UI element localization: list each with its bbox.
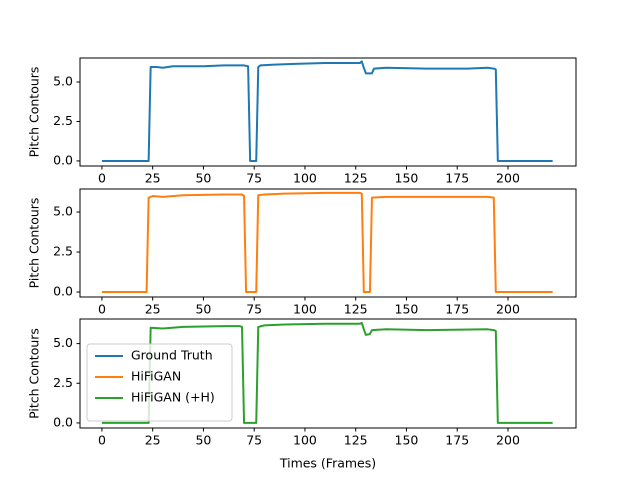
x-tick-label: 200 — [496, 433, 520, 448]
y-tick-label: 2.5 — [53, 113, 73, 128]
axes-frame — [79, 318, 577, 429]
axes-frame — [79, 57, 577, 167]
x-tick-label: 100 — [293, 302, 317, 317]
x-tick-label: 0 — [98, 433, 106, 448]
x-tick-label: 200 — [496, 302, 520, 317]
y-axis-label: Pitch Contours — [27, 198, 42, 289]
x-tick-label: 150 — [395, 433, 419, 448]
y-tick-label: 0.0 — [53, 284, 73, 299]
legend-box — [86, 343, 233, 422]
y-axis-label: Pitch Contours — [27, 67, 42, 158]
x-tick-label: 75 — [246, 302, 262, 317]
x-tick-label: 25 — [145, 433, 161, 448]
x-tick-label: 125 — [344, 171, 368, 186]
x-tick-label: 200 — [496, 171, 520, 186]
y-tick-label: 2.5 — [53, 244, 73, 259]
y-tick-label: 2.5 — [53, 375, 73, 390]
x-tick-label: 50 — [195, 302, 211, 317]
x-tick-label: 125 — [344, 433, 368, 448]
y-tick-label: 0.0 — [53, 414, 73, 429]
x-tick-label: 25 — [145, 171, 161, 186]
x-tick-label: 175 — [445, 171, 469, 186]
x-tick-label: 50 — [195, 433, 211, 448]
x-tick-label: 75 — [246, 433, 262, 448]
x-tick-label: 100 — [293, 171, 317, 186]
legend: Ground Truth HiFiGAN HiFiGAN (+H) — [86, 343, 233, 422]
x-tick-label: 50 — [195, 171, 211, 186]
y-tick-label: 5.0 — [53, 335, 73, 350]
y-tick-label: 5.0 — [53, 74, 73, 89]
legend-label: HiFiGAN (+H) — [131, 390, 215, 405]
x-tick-label: 0 — [98, 302, 106, 317]
data-line — [101, 60, 553, 162]
axes-frame — [79, 188, 577, 298]
x-tick-label: 150 — [395, 302, 419, 317]
x-axis-label: Times (Frames) — [279, 456, 376, 471]
data-line — [101, 191, 553, 294]
x-tick-label: 150 — [395, 171, 419, 186]
y-axis-label: Pitch Contours — [27, 328, 42, 419]
x-tick-label: 125 — [344, 302, 368, 317]
data-line — [101, 321, 553, 424]
x-tick-label: 25 — [145, 302, 161, 317]
x-tick-label: 0 — [98, 171, 106, 186]
x-tick-label: 175 — [445, 433, 469, 448]
legend-label: HiFiGAN — [131, 369, 181, 384]
y-tick-label: 0.0 — [53, 152, 73, 167]
x-tick-label: 75 — [246, 171, 262, 186]
y-tick-label: 5.0 — [53, 204, 73, 219]
legend-label: Ground Truth — [131, 348, 213, 363]
x-tick-label: 175 — [445, 302, 469, 317]
x-tick-label: 100 — [293, 433, 317, 448]
